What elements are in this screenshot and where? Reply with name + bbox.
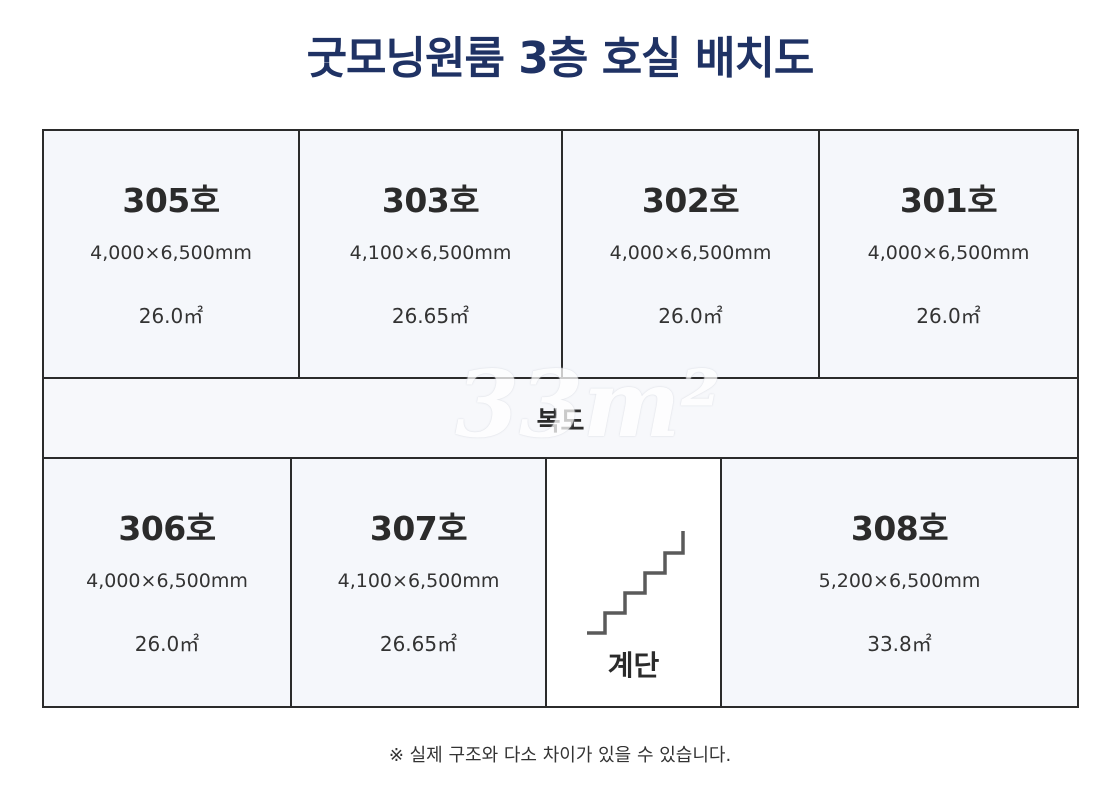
room-name: 307호 [369, 509, 468, 548]
stairs-icon [587, 531, 685, 635]
stairs-label: 계단 [607, 649, 660, 682]
room-area: 33.8㎡ [867, 632, 932, 656]
room-name: 305호 [122, 181, 220, 220]
room-area: 26.0㎡ [916, 304, 981, 328]
room-area: 26.0㎡ [138, 304, 204, 328]
room-301: 301호 4,000×6,500mm 26.0㎡ [818, 129, 1079, 379]
room-303: 303호 4,100×6,500mm 26.65㎡ [298, 129, 563, 379]
room-dimensions: 4,000×6,500mm [90, 242, 252, 264]
room-dimensions: 4,100×6,500mm [349, 242, 512, 264]
room-name: 308호 [850, 509, 949, 548]
room-302: 302호 4,000×6,500mm 26.0㎡ [561, 129, 820, 379]
room-name: 306호 [118, 509, 216, 548]
room-name: 302호 [641, 181, 740, 220]
room-306: 306호 4,000×6,500mm 26.0㎡ [42, 457, 292, 708]
page-title: 굿모닝원룸 3층 호실 배치도 [306, 33, 815, 84]
disclaimer-note: ※ 실제 구조와 다소 차이가 있을 수 있습니다. [388, 745, 732, 766]
room-name: 303호 [381, 181, 480, 220]
floor-plan: 305호 4,000×6,500mm 26.0㎡ 303호 4,100×6,50… [42, 129, 1079, 708]
room-dimensions: 4,100×6,500mm [337, 570, 500, 592]
room-dimensions: 4,000×6,500mm [867, 242, 1030, 264]
corridor-label: 복도 [536, 407, 585, 437]
room-305: 305호 4,000×6,500mm 26.0㎡ [42, 129, 300, 379]
room-area: 26.65㎡ [391, 304, 470, 328]
room-area: 26.0㎡ [134, 632, 200, 656]
room-area: 26.0㎡ [658, 304, 723, 328]
room-dimensions: 5,200×6,500mm [818, 570, 981, 592]
room-dimensions: 4,000×6,500mm [609, 242, 772, 264]
room-dimensions: 4,000×6,500mm [86, 570, 248, 592]
room-307: 307호 4,100×6,500mm 26.65㎡ [290, 457, 547, 708]
room-area: 26.65㎡ [379, 632, 458, 656]
corridor: 복도 [42, 377, 1079, 459]
room-name: 301호 [899, 181, 998, 220]
room-308: 308호 5,200×6,500mm 33.8㎡ [720, 457, 1079, 708]
stairwell: 계단 [545, 457, 722, 708]
